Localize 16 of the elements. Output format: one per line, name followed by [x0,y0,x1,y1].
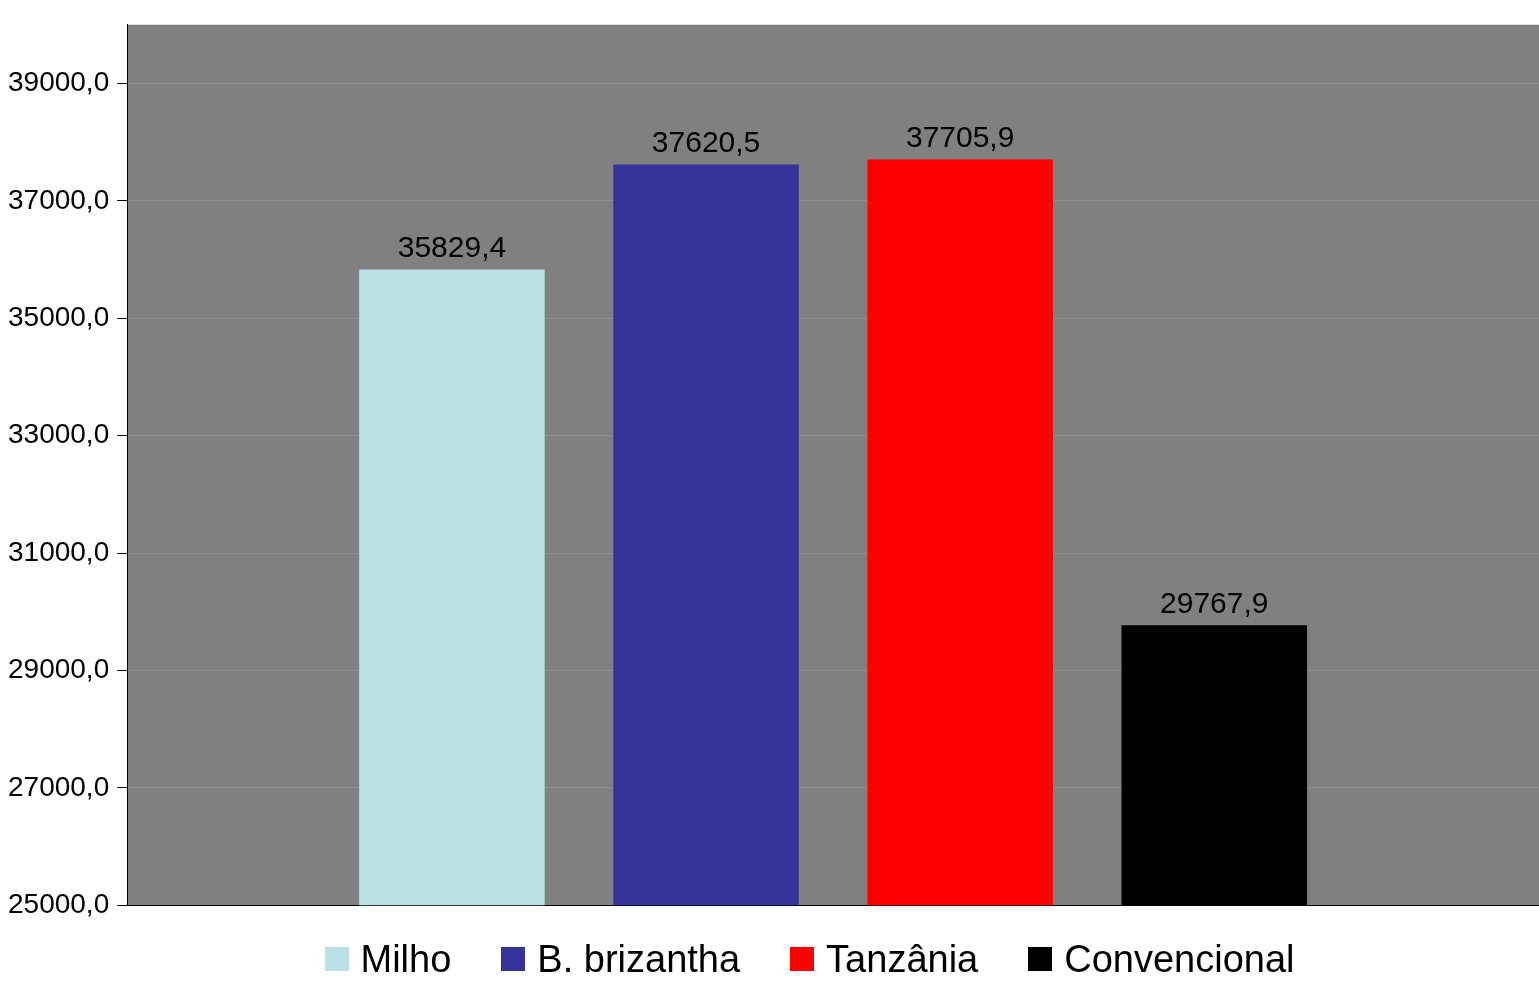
y-tick-label: 33000,0 [7,418,110,450]
data-label: 37620,5 [651,124,761,158]
y-tick-label: 37000,0 [7,183,110,215]
data-label: 37705,9 [905,119,1015,153]
legend-label: Convencional [1064,937,1295,981]
legend-label: Tanzânia [826,937,979,981]
data-label: 35829,4 [397,229,507,263]
legend-label: Milho [360,937,452,981]
y-tick-label: 25000,0 [7,887,110,919]
y-tick-label: 35000,0 [7,300,110,332]
y-tick-label: 27000,0 [7,770,110,802]
y-tick-label: 29000,0 [7,653,110,685]
y-tick-label: 39000,0 [7,66,110,98]
data-label: 29767,9 [1160,585,1269,619]
legend-label: B. brizantha [537,937,741,981]
y-tick-label: 31000,0 [7,535,110,567]
